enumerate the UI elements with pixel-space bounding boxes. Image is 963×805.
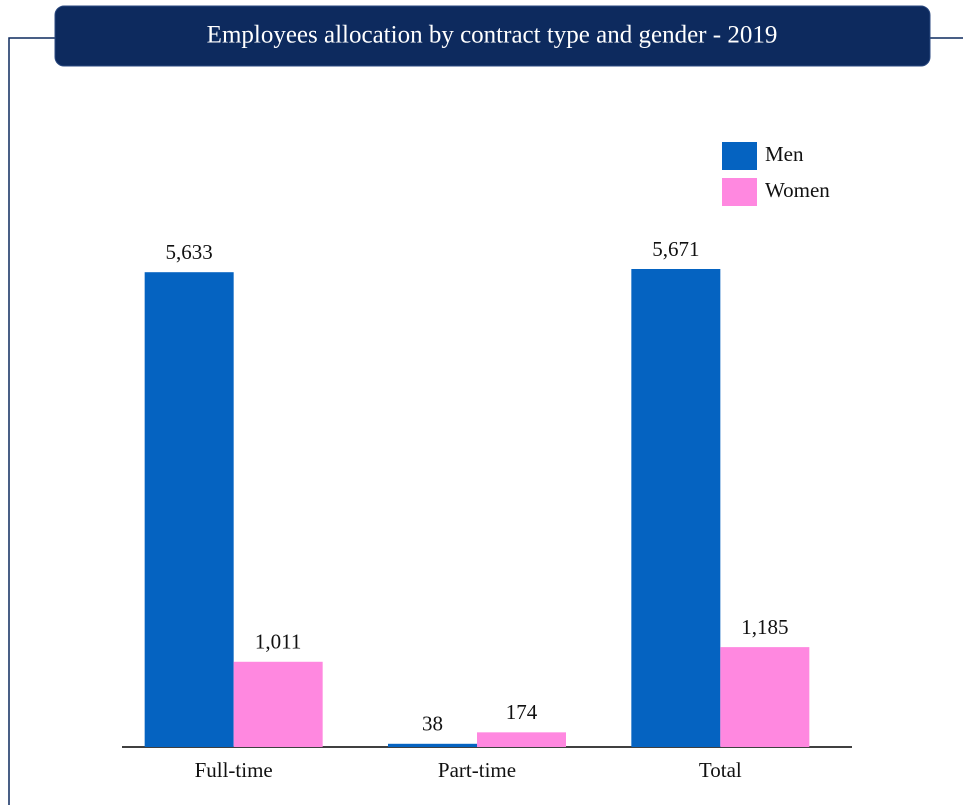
chart-title: Employees allocation by contract type an… [207, 22, 778, 49]
data-label: 1,011 [255, 630, 301, 654]
legend-swatch [722, 142, 757, 170]
bar [477, 732, 566, 747]
title-box [54, 5, 931, 67]
bar [388, 743, 477, 747]
bar [233, 661, 323, 747]
x-tick-label: Total [699, 758, 742, 782]
frame [8, 37, 55, 805]
x-tick-label: Full-time [195, 758, 273, 782]
legend-label: Men [765, 142, 804, 166]
bar [720, 647, 810, 747]
data-label: 5,671 [652, 237, 699, 261]
legend-label: Women [765, 178, 830, 202]
data-label: 1,185 [741, 615, 788, 639]
bar [631, 269, 721, 747]
data-label: 5,633 [166, 240, 213, 264]
bar [144, 272, 234, 747]
data-label: 174 [506, 700, 538, 724]
legend-swatch [722, 178, 757, 206]
data-label: 38 [422, 712, 443, 736]
x-tick-label: Part-time [438, 758, 516, 782]
